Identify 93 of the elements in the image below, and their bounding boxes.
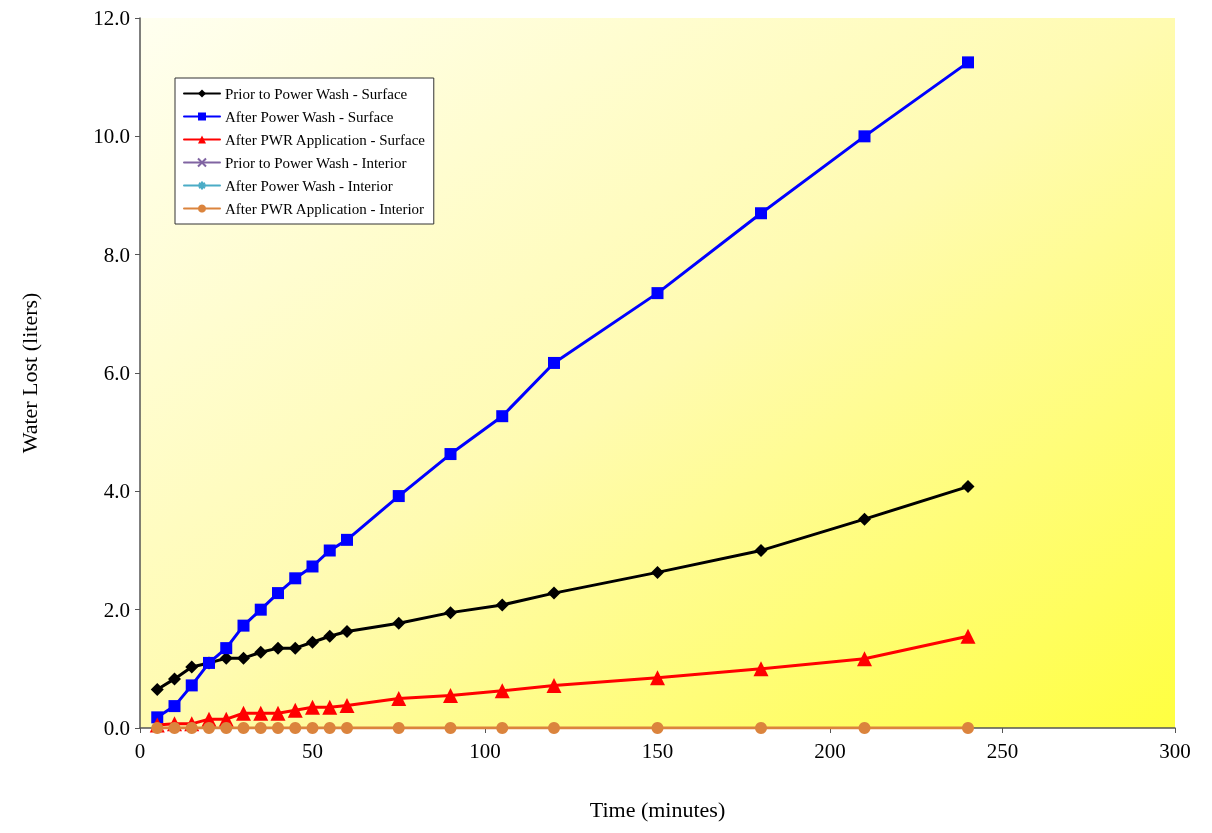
point xyxy=(168,700,181,713)
point xyxy=(185,660,199,674)
y-tick-label: 10.0 xyxy=(93,124,130,149)
point xyxy=(253,705,269,721)
point xyxy=(753,661,769,677)
point xyxy=(960,628,976,644)
point xyxy=(961,480,975,494)
point xyxy=(288,641,302,655)
point xyxy=(339,698,355,714)
point xyxy=(650,670,665,686)
point xyxy=(494,683,510,699)
point xyxy=(151,722,164,734)
x-tick-label: 150 xyxy=(641,738,674,763)
x-tick-label: 200 xyxy=(814,738,846,763)
legend-label: After PWR Application - Surface xyxy=(225,131,426,148)
point xyxy=(185,722,198,734)
point xyxy=(272,587,284,600)
y-tick-label: 0.0 xyxy=(103,716,130,740)
point xyxy=(287,702,303,718)
y-tick-label: 4.0 xyxy=(103,479,130,504)
point xyxy=(237,619,250,632)
legend-label: After PWR Application - Interior xyxy=(225,200,425,217)
point xyxy=(254,645,268,659)
point xyxy=(444,448,457,461)
point xyxy=(443,687,458,703)
point xyxy=(340,625,354,639)
point xyxy=(306,635,319,649)
point xyxy=(548,722,560,734)
point xyxy=(270,705,286,721)
point xyxy=(651,565,664,579)
x-tick-label: 50 xyxy=(302,738,323,763)
point xyxy=(289,722,302,734)
x-tick-label: 100 xyxy=(469,738,501,763)
y-axis-title: Water Lost (liters) xyxy=(16,292,42,454)
point xyxy=(651,287,664,300)
y-tick-label: 6.0 xyxy=(103,361,130,385)
point xyxy=(305,699,320,715)
point xyxy=(323,544,336,557)
y-tick-label: 2.0 xyxy=(103,597,130,622)
point xyxy=(168,722,181,734)
point xyxy=(444,606,457,620)
point xyxy=(548,356,560,369)
point xyxy=(220,642,233,655)
point xyxy=(341,533,353,546)
point xyxy=(323,722,336,734)
point xyxy=(754,544,768,557)
legend-label: Prior to Power Wash - Surface xyxy=(225,85,408,102)
y-tick-label: 12.0 xyxy=(93,6,130,30)
point xyxy=(755,722,767,734)
point xyxy=(237,651,250,665)
point xyxy=(392,616,406,630)
point xyxy=(341,722,353,734)
point xyxy=(203,722,215,734)
point xyxy=(254,603,267,616)
point xyxy=(168,672,181,686)
point xyxy=(391,690,407,706)
point xyxy=(495,598,509,612)
point xyxy=(857,651,872,667)
point xyxy=(271,641,285,655)
point xyxy=(306,560,319,573)
y-tick-label: 8.0 xyxy=(103,242,130,267)
point xyxy=(272,722,284,734)
point xyxy=(323,629,337,643)
point xyxy=(392,722,405,734)
legend-label: After Power Wash - Surface xyxy=(225,108,394,125)
point xyxy=(306,722,319,734)
point xyxy=(547,586,561,600)
legend-label: Prior to Power Wash - Interior xyxy=(225,154,407,171)
x-tick-label: 0 xyxy=(134,738,146,763)
point xyxy=(858,512,871,526)
point xyxy=(496,722,509,734)
point xyxy=(962,56,974,69)
point xyxy=(220,722,233,734)
point xyxy=(546,677,562,693)
point xyxy=(289,572,302,585)
point xyxy=(237,722,250,734)
point xyxy=(444,722,457,734)
point xyxy=(150,683,164,697)
x-tick-label: 300 xyxy=(1159,738,1191,763)
point xyxy=(858,130,871,143)
point xyxy=(858,722,871,734)
point xyxy=(651,722,664,734)
point xyxy=(185,679,198,692)
x-axis-title: Time (minutes) xyxy=(589,796,726,822)
x-tick-label: 250 xyxy=(986,738,1019,763)
legend-label: After Power Wash - Interior xyxy=(225,177,393,194)
point xyxy=(236,705,251,721)
point xyxy=(496,410,509,423)
point xyxy=(254,722,267,734)
point xyxy=(322,699,338,715)
point xyxy=(392,490,405,503)
point xyxy=(962,722,974,734)
point xyxy=(755,207,767,220)
